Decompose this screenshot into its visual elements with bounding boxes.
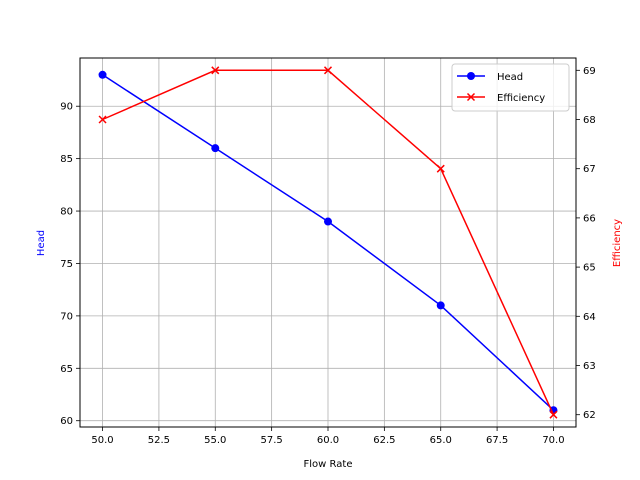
y-right-tick-label: 64 bbox=[583, 312, 596, 323]
legend-efficiency-label: Efficiency bbox=[497, 93, 545, 104]
x-tick-label: 55.0 bbox=[204, 435, 226, 446]
grid-lines bbox=[80, 58, 576, 427]
y-right-tick-label: 67 bbox=[583, 164, 596, 175]
circle-marker-icon bbox=[98, 70, 107, 79]
y-right-tick-label: 62 bbox=[583, 410, 596, 421]
x-tick-label: 57.5 bbox=[261, 435, 283, 446]
x-marker-icon bbox=[549, 410, 558, 419]
legend: Head Efficiency bbox=[451, 63, 570, 112]
circle-marker-icon bbox=[211, 144, 220, 153]
y-axis-right-label: Efficiency bbox=[612, 219, 623, 267]
x-axis-ticks: 50.0 52.5 55.0 57.5 60.0 62.5 65.0 67.5 70.0 bbox=[91, 427, 565, 446]
y-tick-label: 75 bbox=[60, 259, 73, 270]
y-right-tick-label: 69 bbox=[583, 66, 596, 77]
x-tick-label: 52.5 bbox=[148, 435, 170, 446]
plot-series bbox=[98, 66, 558, 419]
y-axis-left-ticks: 60 65 70 75 80 85 90 bbox=[60, 102, 80, 427]
x-tick-label: 50.0 bbox=[91, 435, 113, 446]
x-axis-label: Flow Rate bbox=[304, 459, 353, 470]
legend-head-marker-icon bbox=[467, 72, 475, 80]
x-marker-icon bbox=[211, 66, 220, 75]
legend-head-label: Head bbox=[497, 72, 523, 83]
circle-marker-icon bbox=[324, 217, 332, 226]
x-tick-label: 70.0 bbox=[542, 435, 564, 446]
x-marker-icon bbox=[323, 66, 333, 75]
y-tick-label: 85 bbox=[60, 154, 73, 165]
y-axis-right-ticks: 62 63 64 65 66 67 68 69 bbox=[576, 66, 596, 421]
x-tick-label: 65.0 bbox=[430, 435, 452, 446]
y-tick-label: 65 bbox=[60, 364, 73, 375]
y-tick-label: 70 bbox=[60, 311, 73, 322]
x-marker-icon bbox=[98, 115, 107, 124]
y-axis-left-label: Head bbox=[36, 230, 47, 256]
x-tick-label: 67.5 bbox=[486, 435, 508, 446]
y-tick-label: 60 bbox=[60, 416, 73, 427]
y-right-tick-label: 68 bbox=[583, 115, 596, 126]
y-right-tick-label: 65 bbox=[583, 263, 596, 274]
y-right-tick-label: 63 bbox=[583, 361, 596, 372]
x-marker-icon bbox=[436, 164, 445, 173]
y-tick-label: 90 bbox=[60, 102, 73, 113]
y-tick-label: 80 bbox=[60, 207, 73, 218]
y-right-tick-label: 66 bbox=[583, 213, 596, 224]
x-tick-label: 60.0 bbox=[317, 435, 339, 446]
circle-marker-icon bbox=[436, 301, 445, 310]
x-tick-label: 62.5 bbox=[373, 435, 395, 446]
legend-efficiency-marker-icon bbox=[466, 92, 476, 102]
